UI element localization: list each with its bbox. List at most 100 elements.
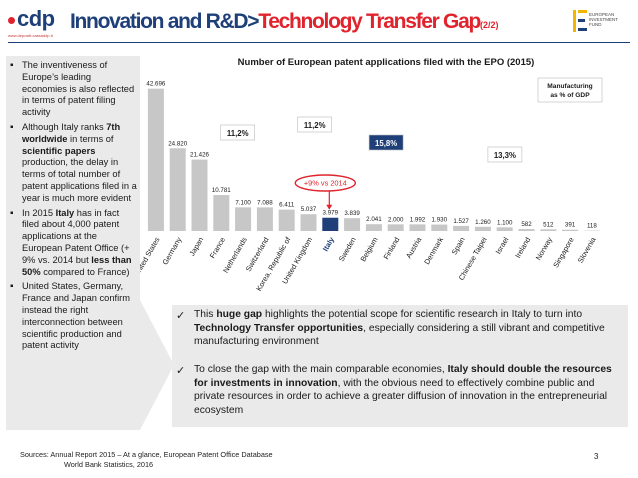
x-tick-label: Japan bbox=[187, 236, 205, 258]
bar bbox=[257, 207, 273, 231]
bar bbox=[475, 227, 491, 231]
left-bullet-item: Although Italy ranks 7th worldwide in te… bbox=[8, 122, 138, 205]
sources-line-2: World Bank Statistics, 2016 bbox=[20, 460, 273, 470]
bar bbox=[410, 224, 426, 231]
bar-value-label: 7.088 bbox=[257, 199, 273, 206]
bar-value-label: 3.839 bbox=[344, 210, 360, 217]
patent-bar-chart: 42.696 United States 24.820 Germany 21.426 Ja… bbox=[140, 60, 630, 300]
fund-text-3: FUND bbox=[589, 22, 618, 27]
share-callout-label: 11,2% bbox=[227, 129, 249, 138]
chevron-arrow-icon bbox=[140, 300, 174, 430]
share-callout-label: 13,3% bbox=[494, 151, 516, 160]
left-bullet-list: The inventiveness of Europe’s leading ec… bbox=[8, 60, 138, 355]
bar bbox=[213, 195, 229, 231]
text-segment: in terms of bbox=[67, 134, 113, 144]
conclusion-box: ✓ This huge gap highlights the potential… bbox=[172, 305, 628, 427]
x-tick-label: France bbox=[208, 236, 227, 260]
bar-value-label: 1.930 bbox=[432, 217, 448, 224]
manufacturing-note-line: as % of GDP bbox=[550, 92, 590, 99]
header-divider bbox=[8, 42, 630, 43]
conclusion-point-1: This huge gap highlights the potential s… bbox=[194, 308, 624, 349]
bold-text: Technology Transfer opportunities bbox=[194, 323, 363, 334]
logo-subtitle: www.depositi.cassaddp.it bbox=[8, 33, 68, 38]
bar-value-label: 42.696 bbox=[146, 81, 165, 88]
check-icon: ✓ bbox=[176, 309, 185, 322]
bar-value-label: 1.100 bbox=[497, 219, 513, 226]
bar bbox=[431, 225, 447, 231]
bar bbox=[562, 230, 578, 231]
bar-value-label: 2.041 bbox=[366, 216, 382, 223]
x-tick-label: Italy bbox=[321, 235, 337, 253]
x-tick-label: Slovenia bbox=[576, 235, 598, 265]
x-tick-label: Israel bbox=[494, 235, 511, 255]
x-tick-label: Denmark bbox=[422, 235, 445, 266]
sources: Sources: Annual Report 2015 – At a glanc… bbox=[20, 450, 273, 470]
page-number: 3 bbox=[594, 452, 598, 461]
bar-value-label: 118 bbox=[587, 223, 597, 230]
text-segment: This bbox=[194, 309, 216, 320]
text-segment: highlights the potential scope for scien… bbox=[262, 309, 582, 320]
bar-value-label: 6.411 bbox=[279, 202, 295, 209]
left-bullet-item: In 2015 Italy has in fact filed about 4,… bbox=[8, 208, 138, 279]
eif-logo: EUROPEAN INVESTMENT FUND bbox=[573, 8, 633, 44]
x-tick-label: Austria bbox=[404, 235, 424, 260]
share-callout-label: 11,2% bbox=[304, 121, 326, 130]
cdp-logo: cdp www.depositi.cassaddp.it bbox=[8, 6, 68, 40]
bar bbox=[388, 224, 404, 231]
bar bbox=[497, 227, 513, 231]
bar-value-label: 512 bbox=[543, 221, 554, 228]
bar bbox=[322, 218, 338, 231]
bar bbox=[453, 226, 469, 231]
bar-value-label: 7.100 bbox=[235, 199, 251, 206]
page-title: Innovation and R&D>Technology Transfer G… bbox=[70, 10, 499, 34]
text-segment: In 2015 bbox=[22, 208, 56, 218]
title-part2: Technology Transfer Gap bbox=[258, 10, 480, 33]
x-tick-label: Spain bbox=[450, 236, 467, 257]
x-tick-label: Singapore bbox=[551, 236, 576, 270]
bar-value-label: 391 bbox=[565, 222, 576, 229]
bar bbox=[192, 160, 208, 231]
eif-mark-icon bbox=[573, 8, 589, 36]
sources-line-1: Sources: Annual Report 2015 – At a glanc… bbox=[20, 450, 273, 460]
share-callout-label: 15,8% bbox=[375, 139, 397, 148]
x-tick-label: Sweden bbox=[337, 236, 358, 264]
bar bbox=[366, 224, 382, 231]
title-separator: > bbox=[247, 10, 258, 33]
bar bbox=[279, 210, 295, 231]
bold-text: Italy bbox=[56, 208, 75, 218]
x-tick-label: Ireland bbox=[513, 236, 532, 260]
title-page-indicator: (2/2) bbox=[480, 20, 499, 30]
bar-value-label: 1.260 bbox=[475, 219, 491, 226]
x-tick-label: Belgium bbox=[358, 236, 379, 264]
bar-value-label: 582 bbox=[521, 221, 532, 228]
x-tick-label: United States bbox=[140, 235, 162, 278]
bar-value-label: 21.426 bbox=[190, 152, 209, 159]
bar-value-label: 5.037 bbox=[301, 206, 317, 213]
check-icon: ✓ bbox=[176, 364, 185, 377]
bar bbox=[344, 218, 360, 231]
text-segment: compared to France) bbox=[41, 267, 130, 277]
left-bullet-item: United States, Germany, France and Japan… bbox=[8, 281, 138, 352]
conclusion-point-2: To close the gap with the main comparabl… bbox=[194, 363, 624, 417]
bar bbox=[540, 229, 556, 231]
bar-value-label: 1.992 bbox=[410, 216, 426, 223]
title-part1: Innovation and R&D bbox=[70, 10, 247, 33]
bar bbox=[519, 229, 535, 231]
logo-text: cdp bbox=[17, 6, 55, 31]
bar-value-label: 2.000 bbox=[388, 216, 404, 223]
bar-value-label: 1.527 bbox=[453, 218, 469, 225]
x-tick-label: Germany bbox=[160, 235, 183, 266]
text-segment: To close the gap with the main comparabl… bbox=[194, 364, 448, 375]
bar-value-label: 10.781 bbox=[212, 187, 231, 194]
x-tick-label: Finland bbox=[382, 236, 402, 262]
annotation-label: +9% vs 2014 bbox=[304, 179, 347, 188]
bar bbox=[170, 148, 186, 231]
bar-value-label: 24.820 bbox=[168, 140, 187, 147]
bar bbox=[301, 214, 317, 231]
x-tick-label: Norway bbox=[534, 235, 554, 261]
logo-dot-icon bbox=[8, 17, 15, 24]
bold-text: scientific papers bbox=[22, 146, 95, 156]
manufacturing-note-line: Manufacturing bbox=[547, 83, 592, 90]
text-segment: Although Italy ranks bbox=[22, 122, 106, 132]
text-segment: production, the delay in terms of total … bbox=[22, 157, 137, 202]
